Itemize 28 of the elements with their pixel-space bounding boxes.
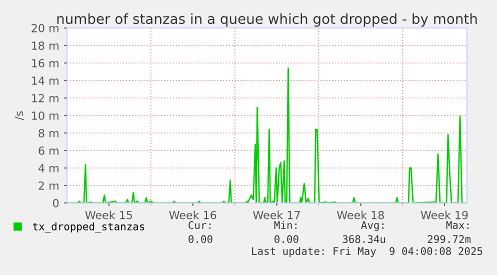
y-tick-label: 4 m (38, 164, 58, 172)
text: Cur: (188, 221, 210, 230)
y-tick-label: 2 m (38, 181, 58, 190)
legend-label: tx_dropped_stanzas (32, 222, 144, 233)
y-axis-title: /s (14, 111, 24, 120)
y-tick-label: 8 m (38, 128, 58, 138)
text: 0.00 (188, 235, 212, 244)
x-tick-label: Week 19 (420, 210, 468, 220)
y-tick-label: 10 m (32, 111, 58, 120)
chart-title: number of stanzas in a queue which got dropped - by month (57, 13, 477, 27)
text: Avg: (361, 221, 384, 232)
x-tick-label: Week 17 (253, 210, 300, 220)
text: Last update: Fri May 9 04:00:08 2025 (252, 246, 482, 258)
y-tick-label: 20 m (32, 24, 58, 32)
y-tick-label: 18 m (32, 41, 58, 50)
text: 368.34u (342, 235, 386, 244)
x-tick-label: Week 18 (336, 210, 384, 220)
text: Min: (274, 220, 296, 229)
y-tick-label: 12 m (32, 94, 58, 102)
x-tick-label: Week 15 (85, 210, 132, 220)
x-tick-label: Week 16 (169, 210, 216, 220)
y-tick-label: 14 m (32, 76, 58, 85)
y-tick-label: 6 m (38, 146, 58, 155)
text: 299.72m (428, 235, 471, 244)
y-tick-label: 16 m (32, 58, 58, 68)
text: Max: (446, 221, 468, 230)
y-tick-label: 0 (53, 198, 59, 208)
text: 0.00 (274, 235, 298, 244)
